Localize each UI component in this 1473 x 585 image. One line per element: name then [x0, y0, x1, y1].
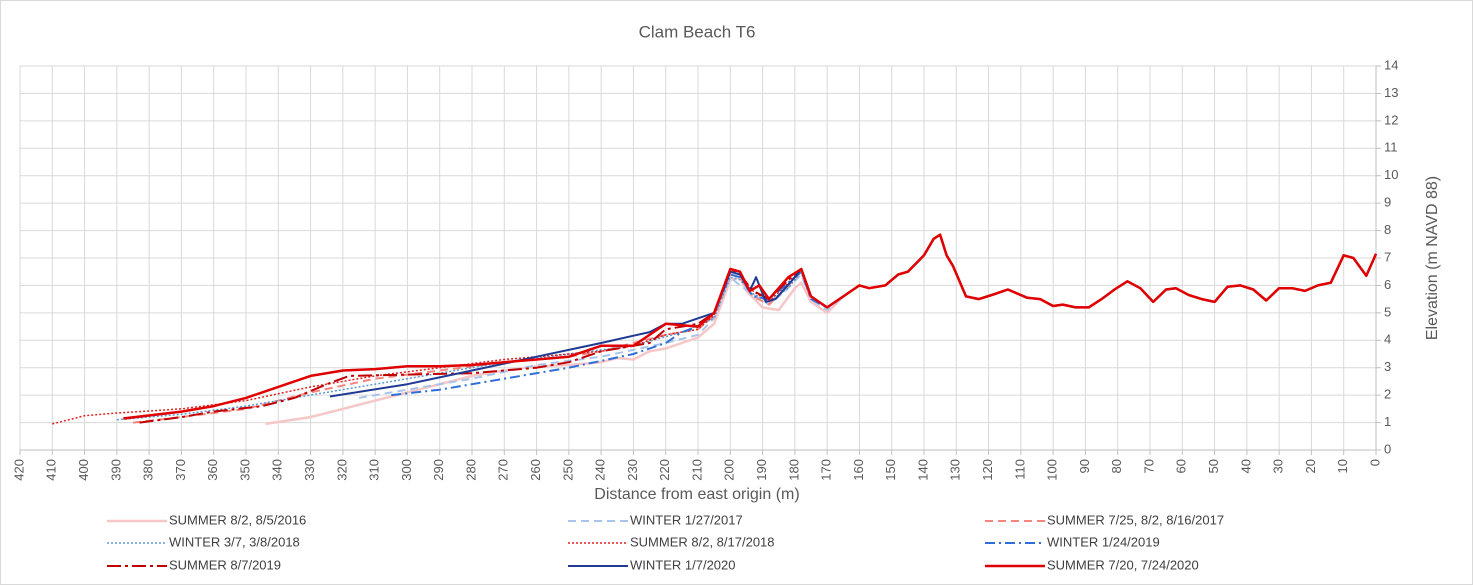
legend-label: SUMMER 7/20, 7/24/2020	[1047, 557, 1199, 572]
legend-label: SUMMER 8/7/2019	[169, 557, 281, 572]
legend-label: WINTER 1/7/2020	[630, 557, 736, 572]
x-tick-label: 350	[237, 459, 252, 481]
y-tick-label: 11	[1384, 140, 1398, 155]
x-tick-label: 400	[76, 459, 91, 481]
y-tick-label: 5	[1384, 304, 1391, 319]
y-tick-label: 4	[1384, 332, 1391, 347]
x-tick-label: 280	[463, 459, 478, 481]
x-axis-title: Distance from east origin (m)	[594, 486, 799, 503]
y-tick-label: 1	[1384, 414, 1391, 429]
x-tick-label: 170	[819, 459, 834, 481]
x-tick-label: 0	[1367, 459, 1382, 466]
series-line	[123, 233, 1378, 420]
x-tick-label: 330	[302, 459, 317, 481]
x-tick-label: 290	[431, 459, 446, 481]
x-tick-label: 230	[625, 459, 640, 481]
x-tick-label: 100	[1045, 459, 1060, 481]
x-tick-label: 190	[754, 459, 769, 481]
x-tick-label: 300	[399, 459, 414, 481]
x-tick-label: 380	[141, 459, 156, 481]
y-tick-label: 3	[1384, 359, 1391, 374]
x-tick-label: 360	[205, 459, 220, 481]
legend-label: SUMMER 8/2, 8/17/2018	[630, 534, 775, 549]
y-tick-label: 2	[1384, 387, 1391, 402]
x-tick-label: 180	[786, 459, 801, 481]
y-tick-label: 0	[1384, 441, 1391, 456]
x-tick-label: 320	[334, 459, 349, 481]
x-tick-label: 200	[722, 459, 737, 481]
x-tick-label: 150	[883, 459, 898, 481]
legend-label: WINTER 1/24/2019	[1047, 534, 1160, 549]
y-tick-label: 14	[1384, 57, 1398, 72]
x-tick-label: 20	[1303, 459, 1318, 473]
x-tick-label: 250	[560, 459, 575, 481]
legend-label: WINTER 1/27/2017	[630, 512, 743, 527]
x-tick-label: 30	[1271, 459, 1286, 473]
x-tick-label: 120	[980, 459, 995, 481]
x-tick-label: 210	[689, 459, 704, 481]
x-tick-label: 260	[528, 459, 543, 481]
legend-label: SUMMER 8/2, 8/5/2016	[169, 512, 306, 527]
x-tick-label: 60	[1174, 459, 1189, 473]
y-axis-title: Elevation (m NAVD 88)	[1424, 176, 1441, 340]
y-tick-label: 6	[1384, 277, 1391, 292]
x-tick-label: 160	[851, 459, 866, 481]
x-tick-label: 220	[657, 459, 672, 481]
x-tick-label: 110	[1012, 459, 1027, 480]
x-tick-label: 70	[1141, 459, 1156, 473]
x-tick-label: 340	[270, 459, 285, 481]
y-tick-label: 13	[1384, 85, 1398, 100]
x-tick-label: 370	[173, 459, 188, 481]
x-tick-label: 130	[948, 459, 963, 481]
y-tick-label: 12	[1384, 112, 1398, 127]
x-tick-label: 40	[1238, 459, 1253, 473]
lines	[52, 233, 1378, 426]
x-tick-label: 410	[44, 459, 59, 481]
legend-label: WINTER 3/7, 3/8/2018	[169, 534, 300, 549]
x-tick-label: 50	[1206, 459, 1221, 473]
x-tick-label: 90	[1077, 459, 1092, 473]
x-tick-label: 270	[496, 459, 511, 481]
x-tick-label: 240	[593, 459, 608, 481]
legend: SUMMER 8/2, 8/5/2016 WINTER 1/27/2017 SUMM…	[107, 512, 1224, 572]
y-tick-label: 8	[1384, 222, 1391, 237]
y-tick-label: 9	[1384, 195, 1391, 210]
x-tick-label: 420	[11, 459, 26, 481]
x-tick-label: 80	[1109, 459, 1124, 473]
y-tick-label: 10	[1384, 167, 1398, 182]
x-tick-label: 140	[915, 459, 930, 481]
x-tick-label: 10	[1335, 459, 1350, 473]
chart-title: Clam Beach T6	[639, 22, 756, 41]
y-tick-label: 7	[1384, 249, 1391, 264]
legend-label: SUMMER 7/25, 8/2, 8/16/2017	[1047, 512, 1224, 527]
x-tick-label: 310	[367, 459, 382, 481]
x-tick-label: 390	[108, 459, 123, 481]
